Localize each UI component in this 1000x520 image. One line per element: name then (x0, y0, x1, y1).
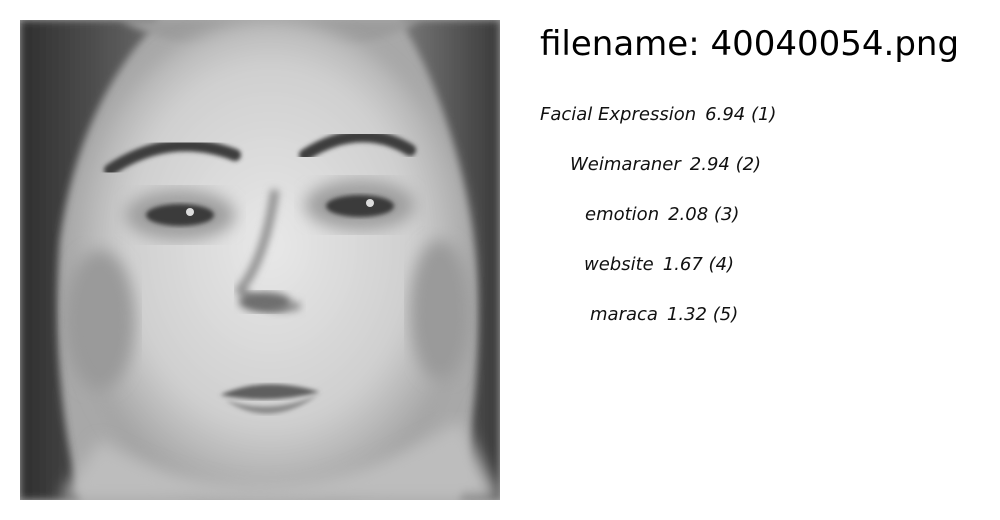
face-image (20, 20, 500, 500)
prediction-rank: (2) (735, 154, 762, 175)
prediction-label: emotion (585, 204, 660, 225)
prediction-rank: (1) (750, 104, 777, 125)
prediction-row-5: maraca 1.32 (5) (590, 304, 738, 325)
prediction-row-2: Weimaraner 2.94 (2) (570, 154, 761, 175)
prediction-row-4: website 1.67 (4) (584, 254, 734, 275)
prediction-score: 2.94 (689, 154, 730, 175)
prediction-label: Weimaraner (570, 154, 681, 175)
prediction-rank: (4) (708, 254, 735, 275)
filename-value: 40040054.png (710, 24, 960, 64)
face-photo (20, 20, 500, 500)
filename-prefix: filename: (540, 24, 700, 64)
prediction-rank: (5) (712, 304, 739, 325)
prediction-label: maraca (590, 304, 658, 325)
prediction-score: 1.67 (662, 254, 703, 275)
prediction-rank: (3) (713, 204, 740, 225)
prediction-row-1: Facial Expression 6.94 (1) (540, 104, 776, 125)
prediction-score: 2.08 (668, 204, 709, 225)
prediction-row-3: emotion 2.08 (3) (585, 204, 739, 225)
prediction-score: 6.94 (705, 104, 746, 125)
prediction-score: 1.32 (666, 304, 707, 325)
prediction-label: Facial Expression (540, 104, 697, 125)
filename-title: filename: 40040054.png (540, 24, 959, 64)
prediction-label: website (584, 254, 654, 275)
